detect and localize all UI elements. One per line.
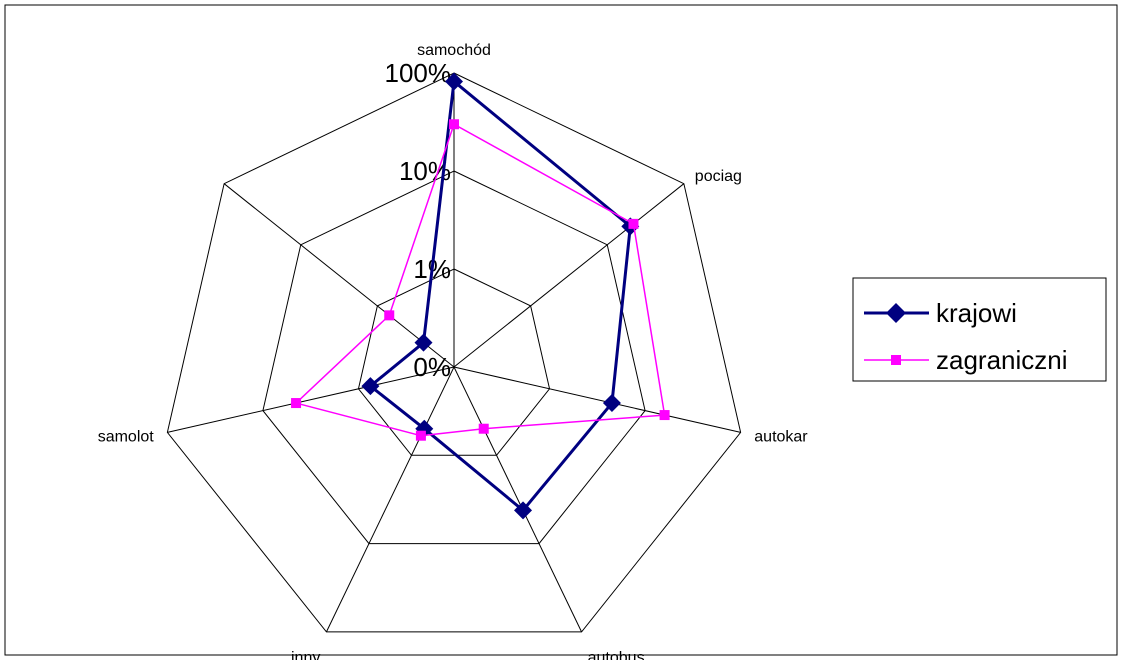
point-zagraniczni-2 xyxy=(659,410,670,421)
series-line-zagraniczni xyxy=(295,123,666,437)
legend-marker-krajowi xyxy=(886,303,906,323)
series-layer xyxy=(291,72,670,520)
grid-spoke-6 xyxy=(223,183,455,368)
grid-spoke-4 xyxy=(325,366,455,633)
point-krajowi-3 xyxy=(514,501,533,520)
point-krajowi-6 xyxy=(414,333,433,352)
point-zagraniczni-1 xyxy=(628,218,639,229)
tick-label-3: 100% xyxy=(385,58,452,88)
point-krajowi-2 xyxy=(602,394,621,413)
point-krajowi-5 xyxy=(361,377,380,396)
category-label-4: inny xyxy=(291,649,320,660)
point-zagraniczni-4 xyxy=(415,430,426,441)
category-label-2: autokar xyxy=(754,429,808,446)
tick-label-0: 0% xyxy=(413,352,451,382)
category-label-5: samolot xyxy=(98,429,155,446)
category-label-0: samochód xyxy=(417,42,491,59)
radar-grid xyxy=(166,72,742,633)
category-label-3: autobus xyxy=(588,649,645,660)
grid-ring-1 xyxy=(357,268,551,456)
grid-spoke-3 xyxy=(453,366,583,633)
legend-marker-zagraniczni xyxy=(891,355,901,365)
point-krajowi-0 xyxy=(445,72,463,91)
legend: krajowi zagraniczni xyxy=(852,277,1107,382)
point-zagraniczni-6 xyxy=(384,310,395,321)
point-zagraniczni-5 xyxy=(291,398,302,409)
category-label-1: pociag xyxy=(695,168,742,185)
legend-label-krajowi: krajowi xyxy=(936,298,1017,328)
grid-spoke-2 xyxy=(453,366,741,433)
series-line-krajowi xyxy=(368,79,632,512)
grid-spoke-1 xyxy=(453,183,685,368)
point-zagraniczni-3 xyxy=(478,423,489,434)
category-labels: samochód pociag autokar autobus inny samolot xyxy=(98,42,809,660)
grid-ring-3 xyxy=(166,72,742,633)
legend-label-zagraniczni: zagraniczni xyxy=(936,345,1068,375)
point-zagraniczni-0 xyxy=(449,119,459,130)
grid-spoke-5 xyxy=(167,366,455,433)
grid-ring-2 xyxy=(262,170,646,545)
